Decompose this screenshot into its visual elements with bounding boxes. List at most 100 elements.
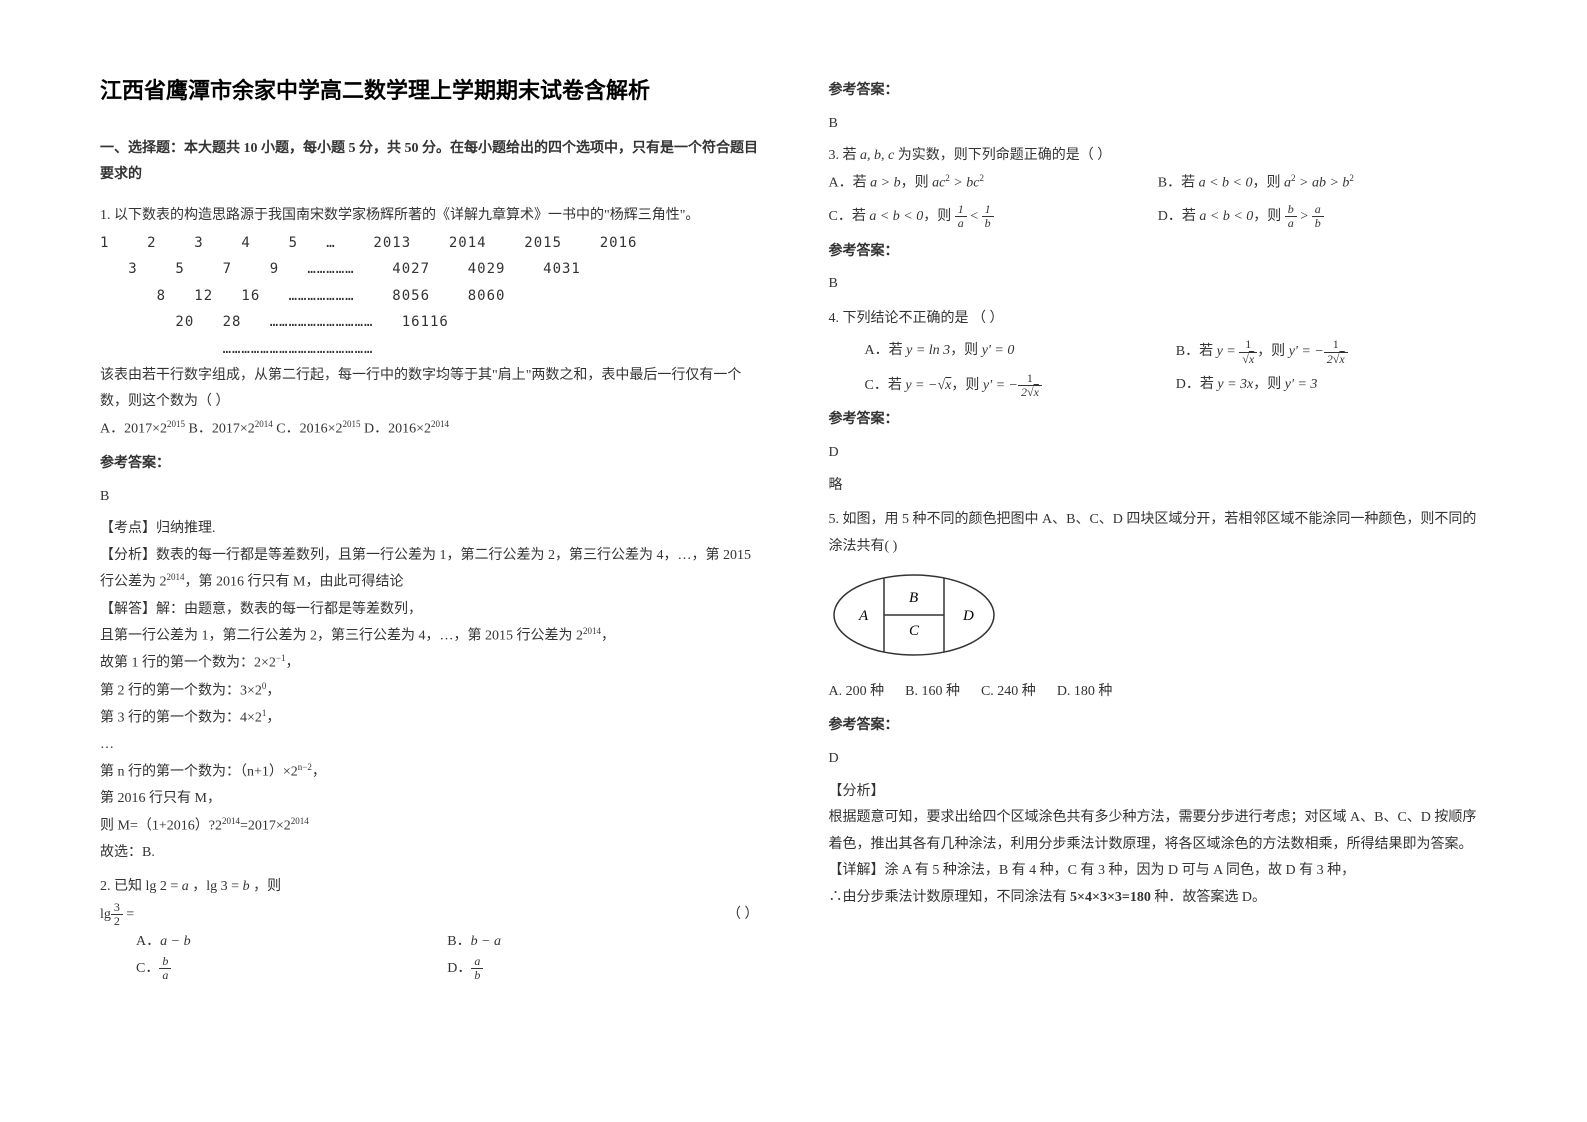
q5-options: A. 200 种 B. 160 种 C. 240 种 D. 180 种 (829, 679, 1488, 706)
q1-s7a: 第 n 行的第一个数为：（n+1）×2 (100, 764, 298, 779)
q2-optB-v: b − a (471, 934, 501, 949)
q3-optC: C．若 a < b < 0，则 1a < 1b (829, 203, 1158, 231)
q5-diagram: A B C D (829, 570, 1488, 671)
q5-answer: D (829, 746, 1488, 773)
q1-analysis-b: ，第 2016 行只有 M，由此可得结论 (185, 575, 404, 590)
q2-answer: B (829, 111, 1488, 138)
q1-optD: D．2016×2 (364, 421, 431, 436)
q4-row1: A．若 y = ln 3，则 y' = 0 B．若 y = 1√x，则 y' =… (829, 338, 1488, 366)
q3B-e1: a < b < 0 (1199, 175, 1253, 190)
q3-stem: 3. 若 a, b, c 为实数，则下列命题正确的是（ ） (829, 143, 1488, 170)
question-1: 1. 以下数表的构造思路源于我国南宋数学家杨辉所著的《详解九章算术》一书中的"杨… (100, 203, 759, 867)
q4C4: ，则 (951, 378, 983, 393)
q2-line2: lg32 = （ ） (100, 901, 759, 929)
q1-s4b: ， (266, 683, 280, 698)
q1-solve3: 故第 1 行的第一个数为：2×2−1， (100, 650, 759, 677)
q3-optB: B．若 a < b < 0，则 a2 > ab > b2 (1158, 170, 1487, 197)
q2-optD: D．ab (447, 955, 758, 983)
q2-options-row2: C．ba D．ab (100, 955, 759, 983)
q1-optB-sup: 2014 (255, 419, 273, 429)
question-5: 5. 如图，用 5 种不同的颜色把图中 A、B、C、D 四块区域分开，若相邻区域… (829, 507, 1488, 912)
q1-s3a: 故第 1 行的第一个数为：2×2 (100, 656, 276, 671)
q4B-frac: 1√x (1239, 338, 1257, 365)
q5-analysis-head: 【分析】 (829, 779, 1488, 806)
q3D-l: D．若 (1158, 209, 1200, 224)
q4C1: C．若 (865, 378, 906, 393)
q4A3: ，则 (950, 343, 982, 358)
q1-solve1: 【解答】解：由题意，数表的每一行都是等差数列， (100, 597, 759, 624)
q1-s2a: 且第一行公差为 1，第二行公差为 2，第三行公差为 4，…，第 2015 行公差… (100, 629, 583, 644)
question-3: 3. 若 a, b, c 为实数，则下列命题正确的是（ ） A．若 a > b，… (829, 143, 1488, 298)
q3C-e1: a < b < 0 (869, 209, 923, 224)
q2-frac-num: 3 (111, 901, 123, 915)
q3-stem-b: 为实数，则下列命题正确的是（ ） (894, 148, 1111, 163)
page-title: 江西省鹰潭市余家中学高二数学理上学期期末试卷含解析 (100, 70, 759, 112)
q1-optC: C．2016×2 (276, 421, 342, 436)
q3A-e2: ，则 (901, 175, 933, 190)
q5-optB: B. 160 种 (905, 684, 960, 699)
q2-options-row1: A．a − b B．b − a (100, 929, 759, 956)
q1-point: 【考点】归纳推理. (100, 516, 759, 543)
region-B-label: B (909, 590, 918, 606)
q1-solve6: … (100, 732, 759, 759)
q1-table-row4: 20 28 …………………………… 16116 (100, 309, 759, 336)
q5-stem: 5. 如图，用 5 种不同的颜色把图中 A、B、C、D 四块区域分开，若相邻区域… (829, 507, 1488, 560)
q1-table-row5: ………………………………………… (100, 336, 759, 363)
q2-eq1b: a (182, 879, 189, 894)
q1-desc: 该表由若干行数字组成，从第二行起，每一行中的数字均等于其"肩上"两数之和，表中最… (100, 363, 759, 416)
q1-s9m: =2017×2 (240, 818, 291, 833)
region-C-label: C (909, 623, 920, 639)
q5-optA: A. 200 种 (829, 684, 885, 699)
q3B-e4: > ab > b (1296, 175, 1350, 190)
q3-answer: B (829, 271, 1488, 298)
q5-detail2: ∴由分步乘法计数原理知，不同涂法有 5×4×3×3=180 种．故答案选 D。 (829, 885, 1488, 912)
q1-s5a: 第 3 行的第一个数为：4×2 (100, 711, 262, 726)
q4-optC: C．若 y = −√x，则 y' = −12√x (829, 372, 1176, 400)
q3D-frac: ba (1285, 203, 1297, 230)
q3-optD: D．若 a < b < 0，则 ba > ab (1158, 203, 1487, 231)
q1-table-row3: 8 12 16 ………………… 8056 8060 (100, 283, 759, 310)
q5-det2calc: 5×4×3×3=180 (1070, 890, 1151, 905)
q4A1: A．若 (865, 343, 907, 358)
q1-s2s: 2014 (583, 626, 601, 636)
q2-optA-l: A． (136, 934, 160, 949)
q3D-e2: ，则 (1253, 209, 1285, 224)
q1-solve8: 第 2016 行只有 M， (100, 786, 759, 813)
q2-optC-d: a (159, 969, 171, 982)
q4D4: y' = 3 (1285, 377, 1318, 392)
q2-eq3: ，则 (253, 879, 281, 894)
q2-optA-v: a − b (160, 934, 190, 949)
q1-options: A．2017×22015 B．2017×22014 C．2016×22015 D… (100, 416, 759, 443)
q1-s7b: ， (312, 764, 326, 779)
left-column: 江西省鹰潭市余家中学高二数学理上学期期末试卷含解析 一、选择题：本大题共 10 … (100, 70, 759, 1052)
q2-optC-l: C． (136, 961, 159, 976)
q4-answer-label: 参考答案： (829, 407, 1488, 434)
region-D-label: D (962, 608, 974, 624)
q1-table-row2: 3 5 7 9 …………… 4027 4029 4031 (100, 256, 759, 283)
q1-optA: A．2017×2 (100, 421, 167, 436)
q3-answer-label: 参考答案： (829, 239, 1488, 266)
q3-vars: a, b, c (860, 148, 894, 163)
q1-s9s2: 2014 (291, 816, 309, 826)
q1-solve5: 第 3 行的第一个数为：4×21， (100, 705, 759, 732)
q3D-e1: a < b < 0 (1199, 209, 1253, 224)
q4-optD: D．若 y = 3x，则 y' = 3 (1176, 372, 1487, 400)
q1-s7s: n−2 (298, 762, 312, 772)
q3D-frac2: ab (1312, 203, 1324, 230)
q3B-e4s: 2 (1349, 173, 1354, 183)
q3-optA: A．若 a > b，则 ac2 > bc2 (829, 170, 1158, 197)
q5-det2tail: 种．故答案选 D。 (1151, 890, 1266, 905)
q4-optA: A．若 y = ln 3，则 y' = 0 (829, 338, 1176, 366)
q3-row1: A．若 a > b，则 ac2 > bc2 B．若 a < b < 0，则 a2… (829, 170, 1488, 197)
q4D1: D．若 (1176, 377, 1218, 392)
q2-optC: C．ba (100, 955, 447, 983)
q3A-l: A．若 (829, 175, 871, 190)
q3A-e3: ac (932, 175, 945, 190)
q1-analysis-sup: 2014 (167, 572, 185, 582)
q2-optB: B．b − a (447, 929, 758, 956)
q2-eq2a: ，lg 3 = (192, 879, 242, 894)
q4-row2: C．若 y = −√x，则 y' = −12√x D．若 y = 3x，则 y'… (829, 372, 1488, 400)
q2-optD-d: b (471, 969, 483, 982)
q5-det2a: ∴由分步乘法计数原理知，不同涂法有 (829, 890, 1071, 905)
q3-stem-a: 3. 若 (829, 148, 861, 163)
